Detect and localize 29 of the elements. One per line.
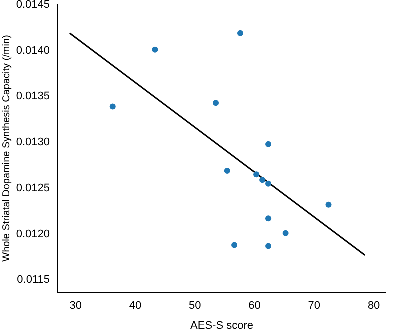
point bbox=[260, 177, 266, 184]
x-axis-title: AES-S score bbox=[190, 320, 254, 332]
x-tick-label: 40 bbox=[129, 300, 142, 312]
y-tick-label: 0.0115 bbox=[17, 274, 50, 286]
x-tick-label: 50 bbox=[189, 300, 202, 312]
y-tick-label: 0.0140 bbox=[16, 44, 50, 57]
y-axis-title: Whole Striatal Dopamine Synthesis Capacity (/min) bbox=[2, 35, 13, 262]
y-tick-label: 0.0125 bbox=[16, 182, 50, 194]
point bbox=[266, 216, 272, 222]
x-tick-label: 80 bbox=[368, 300, 380, 312]
point bbox=[282, 230, 289, 236]
x-tick-label: 60 bbox=[248, 300, 261, 312]
y-tick-label: 0.0120 bbox=[16, 228, 50, 240]
point bbox=[254, 172, 260, 178]
point bbox=[266, 243, 272, 250]
point bbox=[224, 168, 230, 174]
point bbox=[152, 46, 158, 53]
point bbox=[326, 202, 332, 208]
point bbox=[266, 141, 272, 148]
x-tick-label: 30 bbox=[70, 300, 82, 312]
point bbox=[232, 242, 238, 248]
y-tick-label: 0.0145 bbox=[16, 0, 50, 11]
x-tick-label: 70 bbox=[308, 300, 321, 312]
y-tick-label: 0.0130 bbox=[16, 136, 50, 149]
point bbox=[237, 30, 244, 36]
point bbox=[213, 100, 220, 106]
point bbox=[110, 104, 116, 110]
point bbox=[266, 180, 272, 187]
y-tick-label: 0.0135 bbox=[16, 90, 50, 103]
